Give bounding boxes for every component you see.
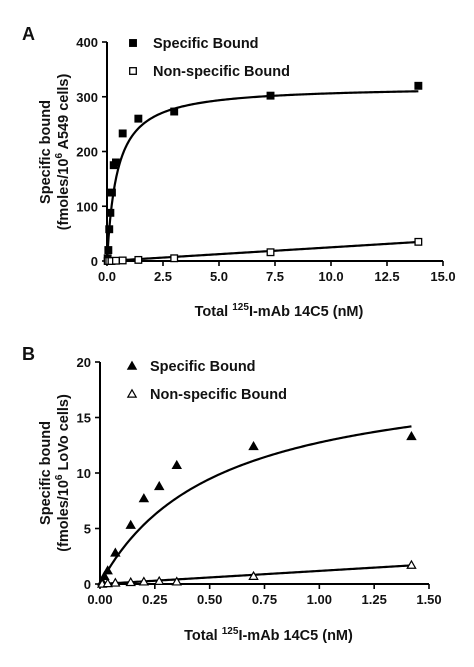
y-tick-label: 300 <box>76 90 98 105</box>
data-point-nonspecific <box>248 570 259 580</box>
y-tick-label: 10 <box>77 466 91 481</box>
data-point-specific <box>414 81 423 90</box>
x-axis-title: Total 125I-mAb 14C5 (nM) <box>195 302 364 320</box>
data-point-specific <box>118 129 127 138</box>
legend-label: Non-specific Bound <box>153 64 290 80</box>
legend-marker-nonspecific <box>129 67 137 75</box>
y-tick-label: 20 <box>77 355 91 370</box>
chart-panel-b: B 0.00 0.25 0.50 0.75 1.00 1.25 1.50 0 5 10 15 20 Tot… <box>22 344 442 644</box>
y-axis-title: Specific bound <box>38 100 54 204</box>
fit-curve-nonspecific <box>106 240 419 263</box>
y-tick-label: 400 <box>76 35 98 50</box>
data-point-specific <box>107 188 116 197</box>
data-point-nonspecific <box>266 248 275 257</box>
data-point-specific <box>170 107 179 116</box>
x-tick-label: 1.50 <box>416 592 441 607</box>
x-tick-label: 1.25 <box>362 592 387 607</box>
y-tick-label: 5 <box>84 522 91 537</box>
fit-curve-specific <box>99 425 412 585</box>
y-axis-title: Specific bound <box>38 421 54 525</box>
x-tick-label: 0.25 <box>142 592 167 607</box>
data-point-nonspecific <box>138 576 150 586</box>
chart-panel-a: A 0.0 2.5 5.0 7.5 10.0 12.5 15.0 0 100 200 300 400 To… <box>22 24 456 320</box>
legend-label: Non-specific Bound <box>150 387 287 403</box>
data-point-specific <box>266 91 275 100</box>
data-point-nonspecific <box>112 256 120 265</box>
legend-label: Specific Bound <box>153 36 259 52</box>
data-point-nonspecific <box>102 578 113 588</box>
data-point-specific <box>138 493 150 503</box>
x-tick-label: 0.00 <box>87 592 112 607</box>
data-point-specific <box>102 565 113 575</box>
y-axis-title-unit: (fmoles/106 LoVo cells) <box>54 394 72 552</box>
x-tick-label: 0.0 <box>98 269 116 284</box>
data-point-specific <box>110 547 121 557</box>
y-tick-label: 100 <box>76 199 98 214</box>
legend-marker-specific <box>126 360 138 370</box>
x-tick-label: 0.50 <box>197 592 222 607</box>
data-point-specific <box>406 430 417 441</box>
x-axis-title: Total 125I-mAb 14C5 (nM) <box>184 626 353 644</box>
data-point-nonspecific <box>125 576 136 587</box>
legend-marker-nonspecific <box>126 388 138 398</box>
data-point-specific <box>134 114 143 123</box>
data-point-nonspecific <box>153 575 165 585</box>
x-tick-label: 5.0 <box>210 269 228 284</box>
data-point-specific <box>112 158 120 167</box>
data-point-specific <box>99 570 110 580</box>
panel-letter: A <box>22 24 35 44</box>
y-axis-title-unit: (fmoles/106 A549 cells) <box>54 74 72 231</box>
data-point-nonspecific <box>170 254 179 263</box>
data-point-specific <box>153 480 165 491</box>
y-tick-label: 0 <box>84 577 91 592</box>
x-tick-label: 1.00 <box>307 592 332 607</box>
x-tick-label: 2.5 <box>154 269 172 284</box>
legend-label: Specific Bound <box>150 359 256 375</box>
data-point-specific <box>171 459 183 469</box>
x-tick-label: 12.5 <box>374 269 399 284</box>
data-point-specific <box>106 208 115 217</box>
x-tick-label: 10.0 <box>318 269 343 284</box>
y-tick-label: 15 <box>77 411 91 426</box>
panel-letter: B <box>22 344 35 364</box>
data-point-nonspecific <box>414 237 423 246</box>
data-point-nonspecific <box>134 255 143 264</box>
fit-curve-specific <box>105 90 419 262</box>
data-point-specific <box>105 225 114 234</box>
data-point-specific <box>248 440 259 451</box>
x-tick-label: 0.75 <box>252 592 277 607</box>
data-point-nonspecific <box>406 559 417 569</box>
legend-marker-specific <box>129 39 137 47</box>
y-tick-label: 200 <box>76 145 98 160</box>
x-tick-label: 7.5 <box>266 269 284 284</box>
data-point-specific <box>125 519 136 529</box>
data-point-nonspecific <box>118 256 127 265</box>
y-tick-label: 0 <box>91 254 98 269</box>
data-point-nonspecific <box>171 576 183 586</box>
x-tick-label: 15.0 <box>430 269 455 284</box>
data-point-specific <box>104 246 113 254</box>
data-point-nonspecific <box>110 577 121 587</box>
